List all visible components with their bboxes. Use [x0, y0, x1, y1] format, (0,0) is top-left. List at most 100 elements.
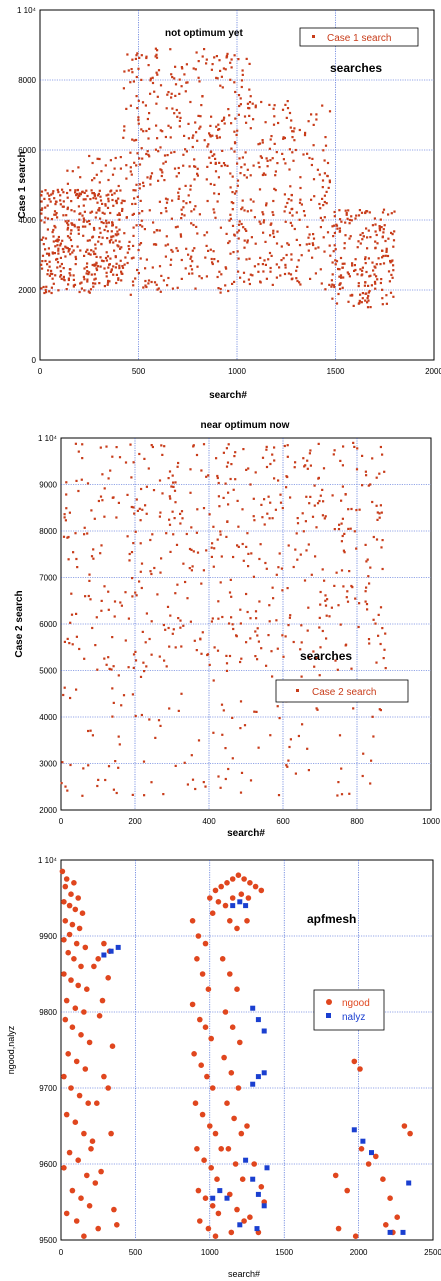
data-point [208, 513, 211, 516]
data-point [59, 275, 62, 278]
data-point [195, 225, 198, 228]
data-point [203, 234, 206, 237]
data-point [375, 263, 378, 266]
data-point [319, 207, 322, 210]
data-point [215, 457, 218, 460]
data-point-ngood [231, 1115, 237, 1122]
data-point [380, 226, 383, 229]
data-point [292, 565, 295, 569]
data-point [365, 586, 368, 589]
data-point [243, 174, 246, 177]
data-point-ngood [189, 1001, 196, 1008]
data-point [311, 515, 315, 518]
data-point [165, 235, 168, 238]
data-point [335, 571, 338, 574]
data-point [253, 216, 256, 219]
data-point [150, 653, 153, 656]
data-point [59, 274, 63, 277]
data-point-ngood [232, 1161, 239, 1167]
data-point [50, 291, 53, 295]
data-point-ngood [401, 1123, 408, 1129]
data-point [224, 284, 227, 287]
data-point-ngood [239, 1176, 246, 1182]
data-point [382, 208, 386, 211]
data-point [115, 446, 118, 449]
data-point [275, 151, 278, 154]
data-point [287, 198, 290, 201]
data-point [216, 649, 220, 652]
data-point [148, 718, 151, 721]
data-point [344, 644, 347, 647]
data-point [62, 200, 65, 203]
data-point [217, 495, 220, 498]
data-point [321, 568, 324, 571]
data-point [57, 235, 60, 239]
data-point [170, 96, 173, 99]
data-point [162, 793, 165, 796]
data-point [59, 194, 62, 197]
data-point-ngood [61, 899, 67, 905]
data-point [64, 519, 67, 522]
data-point [261, 173, 264, 177]
data-point [204, 256, 207, 259]
data-point [70, 229, 73, 232]
data-point [241, 542, 244, 546]
data-point [77, 166, 80, 169]
data-point [201, 631, 204, 634]
data-point [269, 234, 272, 237]
data-point [46, 192, 49, 195]
data-point [183, 134, 186, 137]
legend-marker [312, 35, 315, 38]
data-point [285, 764, 288, 767]
data-point [279, 493, 282, 496]
data-point [170, 485, 173, 488]
data-point [45, 252, 49, 255]
data-point [283, 193, 286, 196]
data-point [46, 204, 49, 207]
data-point [68, 642, 71, 645]
data-point [96, 265, 100, 268]
y-tick-label: 4000 [18, 216, 36, 225]
data-point [88, 271, 91, 274]
data-point [247, 565, 250, 568]
data-point [333, 244, 336, 247]
data-point [343, 532, 346, 535]
data-point [40, 212, 43, 215]
data-point [277, 566, 280, 569]
data-point [189, 264, 192, 268]
data-point [170, 151, 173, 154]
data-point [219, 84, 222, 87]
data-point [386, 254, 390, 258]
data-point [257, 161, 260, 164]
data-point-ngood [234, 986, 240, 992]
data-point [85, 272, 88, 275]
data-point [335, 224, 339, 227]
data-point [381, 627, 384, 630]
data-point [227, 108, 230, 111]
data-point [364, 470, 367, 473]
data-point [305, 549, 308, 552]
data-point [225, 465, 229, 468]
data-point [265, 157, 268, 160]
data-point [80, 287, 83, 290]
data-point [130, 551, 134, 554]
data-point-ngood [68, 1085, 74, 1091]
data-point [96, 201, 99, 204]
data-point [228, 591, 232, 594]
data-point [331, 297, 334, 300]
data-point [265, 204, 268, 207]
data-point-ngood [72, 1119, 79, 1125]
data-point [56, 216, 59, 219]
data-point-nalyz [387, 1229, 393, 1235]
data-point [342, 276, 345, 279]
data-point [337, 604, 340, 607]
data-point [321, 629, 324, 633]
data-point [369, 782, 372, 785]
data-point [279, 501, 283, 504]
data-point [109, 211, 112, 215]
data-point [279, 274, 282, 277]
data-point [131, 577, 134, 580]
data-point [336, 794, 339, 797]
data-point-nalyz [351, 1127, 357, 1133]
